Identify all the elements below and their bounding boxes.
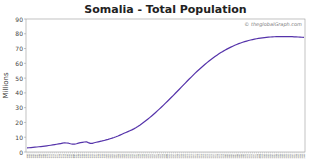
- y-tick-label: 30: [15, 104, 23, 111]
- y-axis-label: Millions: [2, 72, 10, 99]
- plot-frame: [26, 19, 305, 152]
- population-line: [27, 37, 304, 148]
- title: Somalia - Total Population: [84, 3, 246, 16]
- y-tick-label: 0: [19, 149, 23, 156]
- y-tick-label: 80: [15, 30, 23, 37]
- y-tick-label: 10: [15, 134, 23, 141]
- watermark: © theglobalGraph.com: [244, 21, 302, 28]
- chart-container: Somalia - Total Population Millions 0 10 20 3…: [0, 0, 310, 163]
- y-tick-label: 50: [15, 75, 23, 82]
- y-tick-label: 20: [15, 119, 23, 126]
- x-tick-label: 2100: [303, 153, 306, 158]
- y-tick-label: 40: [15, 89, 23, 96]
- y-tick-label: 90: [15, 16, 23, 23]
- y-tick-label: 70: [15, 45, 23, 52]
- chart: Somalia - Total Population Millions 0 10 20 3…: [0, 0, 310, 163]
- y-tick-label: 60: [15, 60, 23, 67]
- plot-area: [27, 37, 304, 148]
